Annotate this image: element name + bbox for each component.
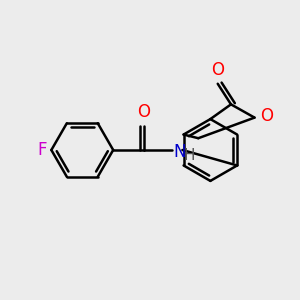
Text: F: F: [38, 141, 47, 159]
Text: N: N: [174, 143, 186, 161]
Text: O: O: [260, 107, 273, 125]
Text: O: O: [138, 103, 151, 121]
Text: O: O: [211, 61, 224, 79]
Text: H: H: [184, 148, 195, 164]
